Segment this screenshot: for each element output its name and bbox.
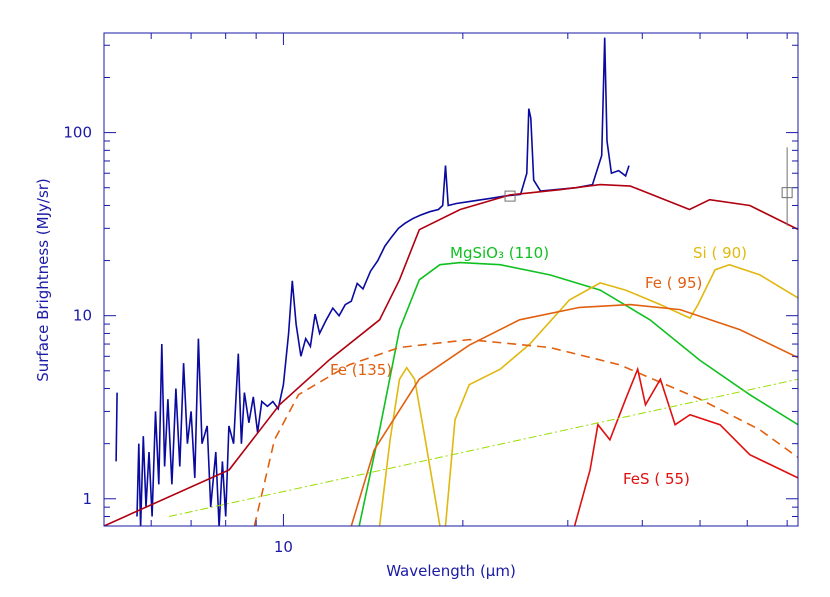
plot-area [104, 37, 798, 526]
series-line [104, 183, 798, 526]
series-line [358, 261, 798, 526]
axes-frame [103, 32, 799, 527]
y-tick-label: 100 [63, 124, 92, 142]
series-label: MgSiO₃ (110) [450, 244, 549, 262]
series-line [573, 366, 798, 526]
y-axis-label: Surface Brightness (MJy/sr) [34, 178, 52, 382]
x-tick-label: 10 [274, 538, 293, 556]
series-label: Fe ( 95) [645, 274, 702, 292]
series-line [350, 303, 798, 526]
series-label: Si ( 90) [693, 244, 747, 262]
series-line [115, 37, 630, 526]
series-line [378, 263, 798, 526]
series-label: FeS ( 55) [623, 470, 690, 488]
x-axis-label: Wavelength (μm) [386, 562, 516, 580]
series-line [253, 338, 798, 526]
y-tick-label: 1 [82, 490, 92, 508]
y-tick-label: 10 [73, 307, 92, 325]
series-label: Fe (135) [330, 361, 392, 379]
series-line [168, 378, 798, 517]
photometry-point [504, 190, 516, 202]
